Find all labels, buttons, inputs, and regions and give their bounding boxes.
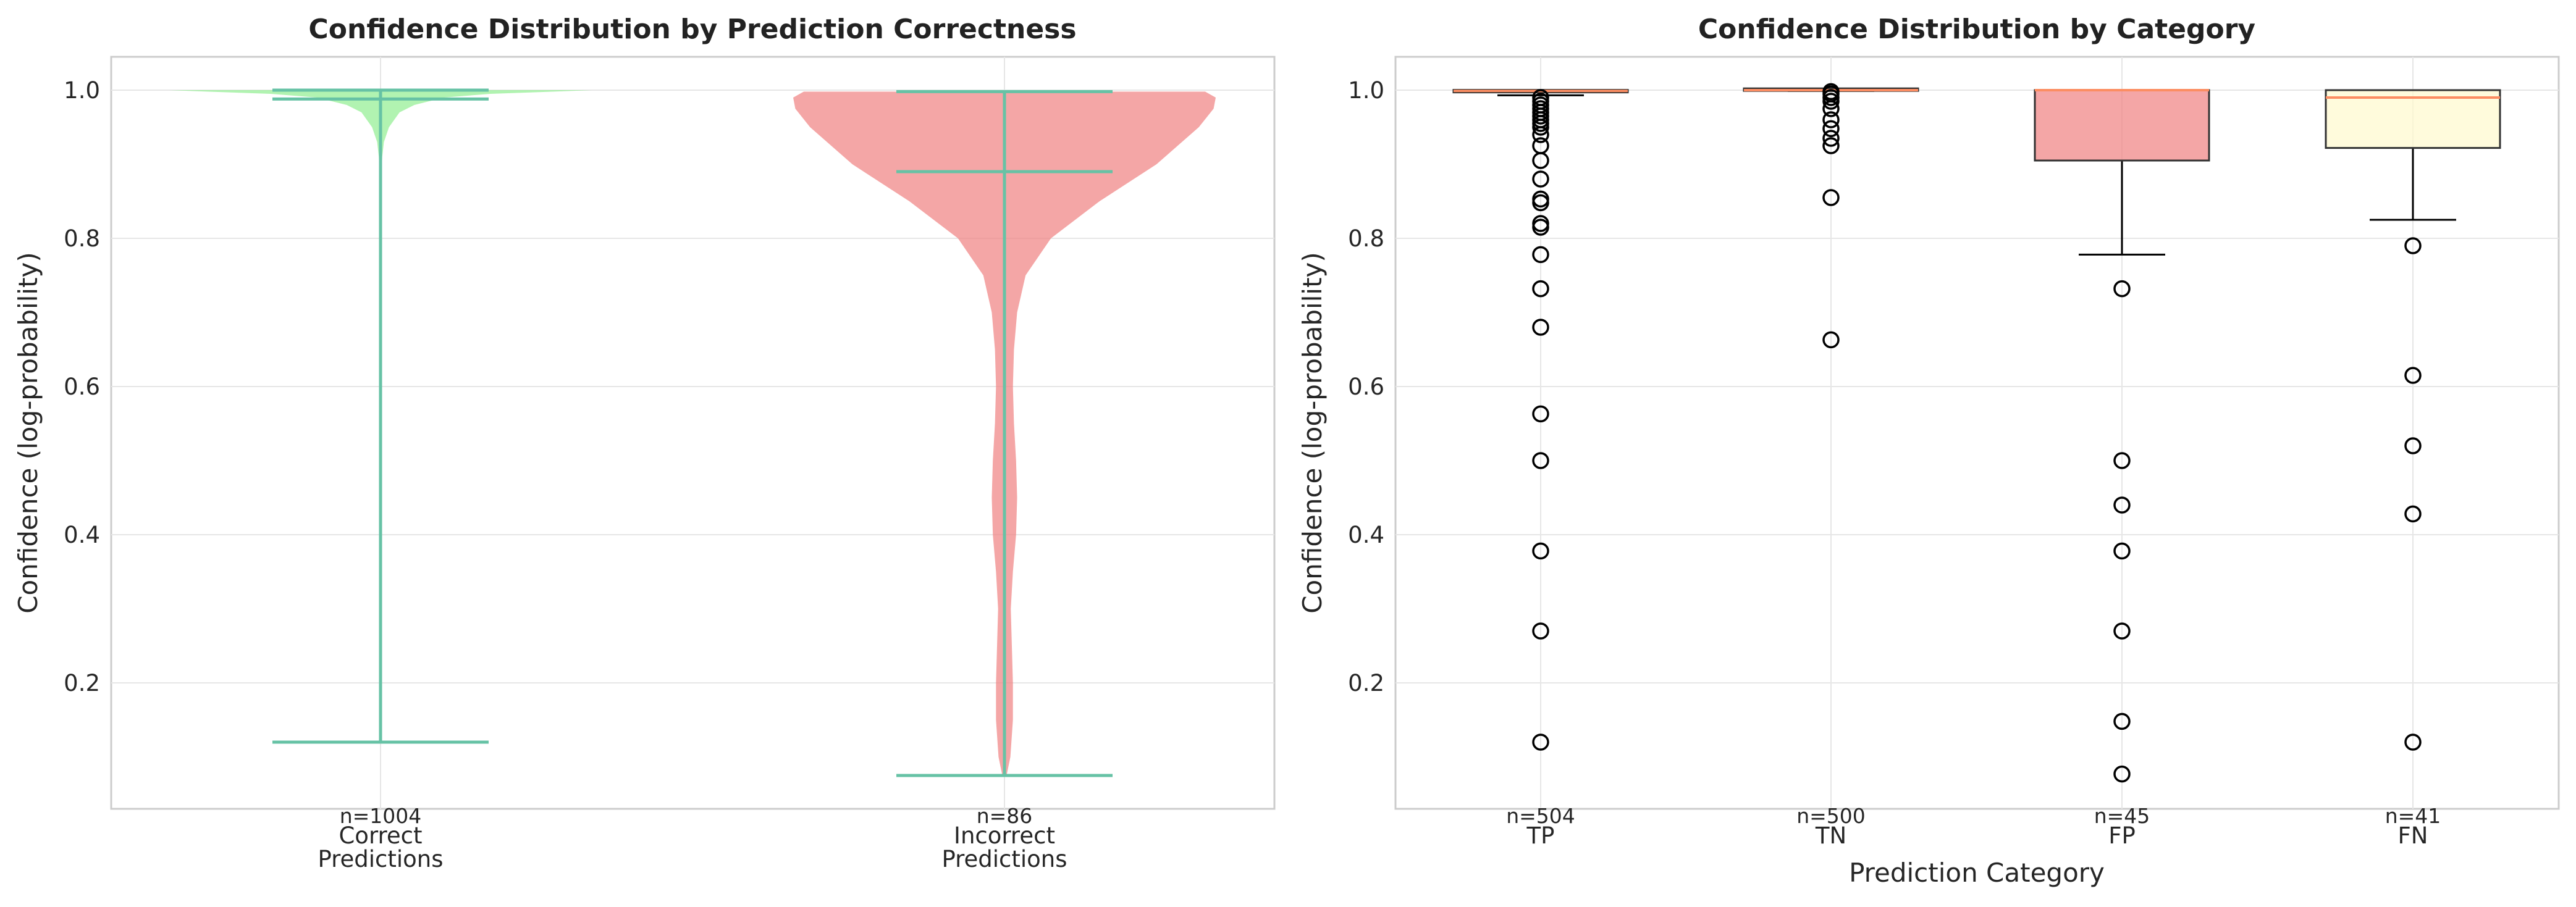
box-x-axis-label: Prediction Category	[1849, 858, 2105, 888]
y-tick-label: 0.2	[64, 670, 100, 696]
violin-x-tick-label: Incorrect	[954, 822, 1055, 849]
box-outlier-0-18	[1532, 280, 1549, 298]
box-plot-area	[1394, 56, 2560, 810]
box-outlier-1-8	[1822, 137, 1840, 154]
box-outlier-1-3	[1822, 93, 1840, 110]
box-outlier-0-24	[1532, 734, 1549, 751]
box-x-tick-label: FN	[2398, 822, 2428, 849]
box-outlier-2-3	[2113, 542, 2131, 560]
box-outlier-1-9	[1822, 189, 1840, 206]
y-tick-label: 0.4	[1348, 522, 1384, 548]
y-tick-label: 0.8	[1348, 225, 1384, 252]
box-outlier-2-1	[2113, 452, 2131, 469]
violin-n-label: n=1004	[340, 804, 422, 828]
box-outlier-0-21	[1532, 452, 1549, 469]
box-outlier-0-12	[1532, 170, 1549, 188]
box-outlier-2-2	[2113, 496, 2131, 514]
box-outlier-0-20	[1532, 405, 1549, 423]
box-outlier-0-19	[1532, 319, 1549, 336]
box-outlier-0-16	[1532, 219, 1549, 236]
box-outlier-0-9	[1532, 126, 1549, 143]
box-outlier-3-4	[2404, 734, 2422, 751]
box-iqr-2	[2034, 89, 2210, 162]
box-outlier-1-10	[1822, 331, 1840, 349]
box-outlier-3-0	[2404, 237, 2422, 254]
box-y-axis-label: Confidence (log-probability)	[1297, 252, 1328, 614]
violin-marks	[169, 88, 1216, 777]
box-n-label: n=41	[2385, 804, 2441, 828]
violin-panel: 0.20.40.60.81.0 n=1004CorrectPredictions…	[13, 14, 1276, 872]
box-x-tick-label: TP	[1526, 822, 1555, 849]
box-outlier-0-11	[1532, 152, 1549, 169]
box-chart-title: Confidence Distribution by Category	[1698, 14, 2255, 45]
violin-x-tick-label: Correct	[339, 822, 422, 849]
violin-y-ticks: 0.2 0.4 0.6 0.8 1.0	[64, 77, 100, 696]
box-outlier-2-4	[2113, 622, 2131, 640]
y-tick-label: 0.6	[64, 374, 100, 400]
box-n-label: n=45	[2094, 804, 2150, 828]
violin-n-label: n=86	[977, 804, 1033, 828]
violin-chart-title: Confidence Distribution by Prediction Co…	[308, 14, 1076, 45]
box-outlier-2-0	[2113, 280, 2131, 298]
box-outlier-1-4	[1822, 100, 1840, 117]
box-outlier-3-1	[2404, 367, 2422, 384]
y-tick-label: 0.6	[1348, 374, 1384, 400]
box-outlier-1-5	[1822, 111, 1840, 128]
box-outlier-2-5	[2113, 713, 2131, 730]
y-tick-label: 0.2	[1348, 670, 1384, 696]
box-outlier-0-23	[1532, 622, 1549, 640]
box-outlier-3-2	[2404, 437, 2422, 454]
box-n-label: n=500	[1796, 804, 1866, 828]
violin-x-ticks: n=1004CorrectPredictionsn=86IncorrectPre…	[318, 804, 1067, 872]
box-y-ticks: 0.2 0.4 0.6 0.8 1.0	[1348, 77, 1384, 696]
box-outlier-1-6	[1822, 120, 1840, 138]
box-outlier-2-6	[2113, 765, 2131, 783]
box-outlier-3-3	[2404, 505, 2422, 523]
box-outlier-0-22	[1532, 542, 1549, 560]
box-iqr-3	[2325, 89, 2501, 149]
y-tick-label: 0.8	[64, 225, 100, 252]
box-x-tick-label: TN	[1815, 822, 1846, 849]
box-outlier-0-8	[1532, 119, 1549, 136]
box-outlier-0-14	[1532, 194, 1549, 212]
violin-x-tick-label: Predictions	[318, 846, 443, 872]
box-outlier-0-17	[1532, 246, 1549, 264]
y-tick-label: 1.0	[1348, 77, 1384, 104]
violin-y-axis-label: Confidence (log-probability)	[13, 252, 43, 614]
box-outlier-1-7	[1822, 130, 1840, 147]
box-marks	[1452, 83, 2501, 783]
box-x-tick-label: FP	[2108, 822, 2136, 849]
y-tick-label: 1.0	[64, 77, 100, 104]
violin-x-tick-label: Predictions	[941, 846, 1067, 872]
y-tick-label: 0.4	[64, 522, 100, 548]
box-n-label: n=504	[1506, 804, 1575, 828]
